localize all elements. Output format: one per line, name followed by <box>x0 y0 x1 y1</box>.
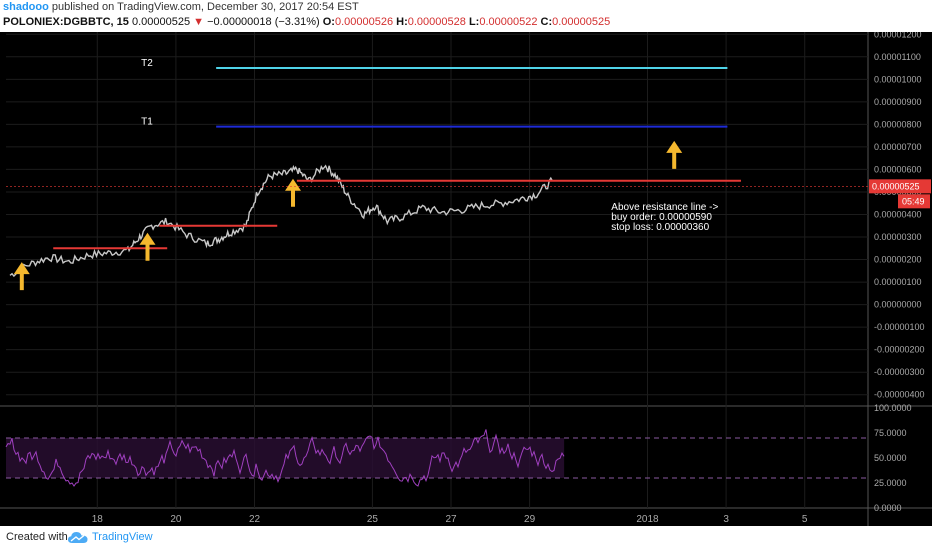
open-label: O: <box>322 16 335 28</box>
last-price-tag-text: 0.00000525 <box>872 181 920 191</box>
x-tick-label: 22 <box>249 514 261 525</box>
grid <box>0 32 932 526</box>
created-with-text: Created with <box>6 531 68 543</box>
y-tick-label: 0.00000600 <box>874 164 922 174</box>
high-value: 0.00000528 <box>407 16 466 28</box>
annotation-text: buy order: 0.00000590 <box>611 212 712 223</box>
target-label-t2: T2 <box>141 58 153 69</box>
annotation-text: Above resistance line -> <box>611 202 718 213</box>
rsi-tick-label: 0.0000 <box>874 503 902 513</box>
tradingview-cloud-icon[interactable] <box>68 529 88 545</box>
header: shadooo published on TradingView.com, De… <box>0 0 932 32</box>
chart-marks: T1 T2 Above resistance line ->buy order: 0… <box>5 58 868 487</box>
y-tick-label: -0.00000200 <box>874 345 925 355</box>
y-tick-label: 0.00001000 <box>874 74 922 84</box>
arrow-shape <box>285 178 301 207</box>
x-tick-label: 25 <box>367 514 379 525</box>
y-tick-label: 0.00000900 <box>874 97 922 107</box>
y-tick-label: 0.00000300 <box>874 232 922 242</box>
arrow-shape <box>13 262 30 291</box>
x-tick-label: 2018 <box>636 514 659 525</box>
up-arrow-icon <box>285 178 301 207</box>
y-tick-label: 0.00000400 <box>874 209 922 219</box>
arrow-shape <box>139 232 156 261</box>
arrow-shape <box>666 140 683 169</box>
y-tick-label: -0.00000100 <box>874 322 925 332</box>
last-price: 0.00000525 <box>131 16 191 28</box>
up-arrow-icon <box>13 262 30 291</box>
close-value: 0.00000525 <box>552 16 611 28</box>
countdown-tag-text: 05:49 <box>902 196 925 206</box>
rsi-line <box>5 429 565 487</box>
low-value: 0.00000522 <box>479 16 538 28</box>
target-label-t1: T1 <box>141 117 153 128</box>
close-label: C: <box>540 16 553 28</box>
x-tick-label: 27 <box>445 514 457 525</box>
x-tick-label: 29 <box>524 514 536 525</box>
price-series-line <box>9 164 553 278</box>
time-axis: 18 20 22 25 27 29 2018 3 5 <box>92 514 808 525</box>
y-tick-label: -0.00000300 <box>874 367 925 377</box>
price-axis: 0.00001200 0.00001100 0.00001000 0.00000900… <box>869 32 931 513</box>
rsi-tick-label: 75.0000 <box>874 428 907 438</box>
y-tick-label: 0.00000000 <box>874 300 922 310</box>
author-link[interactable]: shadooo <box>3 1 49 13</box>
x-tick-label: 20 <box>170 514 182 525</box>
symbol-name: POLONIEX:DGBBTC, 15 <box>3 16 129 28</box>
publish-line: shadooo published on TradingView.com, De… <box>3 1 359 13</box>
y-tick-label: 0.00000800 <box>874 119 922 129</box>
down-triangle-icon: ▼ <box>193 16 205 28</box>
up-arrow-icon <box>139 232 156 261</box>
y-tick-label: 0.00000100 <box>874 277 922 287</box>
last-price-tag <box>869 179 931 194</box>
footer: Created with TradingView <box>0 526 932 550</box>
published-text: published on TradingView.com, December 3… <box>51 1 359 13</box>
x-tick-label: 3 <box>723 514 729 525</box>
y-tick-label: 0.00001200 <box>874 32 922 39</box>
y-tick-label: 0.00000700 <box>874 142 922 152</box>
high-label: H: <box>396 16 408 28</box>
price-change: −0.00000018 (−3.31%) <box>207 16 320 28</box>
chart-canvas[interactable]: T1 T2 Above resistance line ->buy order: 0… <box>0 32 932 526</box>
up-arrow-icon <box>666 140 683 169</box>
rsi-tick-label: 50.0000 <box>874 453 907 463</box>
x-tick-label: 5 <box>802 514 808 525</box>
y-tick-label: -0.00000400 <box>874 390 925 400</box>
open-value: 0.00000526 <box>334 16 394 28</box>
low-label: L: <box>468 16 480 28</box>
rsi-tick-label: 100.0000 <box>874 403 912 413</box>
symbol-line: POLONIEX:DGBBTC, 15 0.00000525 ▼ −0.0000… <box>3 16 610 28</box>
y-tick-label: 0.00000200 <box>874 255 922 265</box>
y-tick-label: 0.00001100 <box>874 52 921 62</box>
countdown-tag <box>898 194 930 209</box>
annotation-text: stop loss: 0.00000360 <box>611 222 709 233</box>
rsi-tick-label: 25.0000 <box>874 478 907 488</box>
x-tick-label: 18 <box>92 514 104 525</box>
tradingview-brand[interactable]: TradingView <box>92 531 153 543</box>
